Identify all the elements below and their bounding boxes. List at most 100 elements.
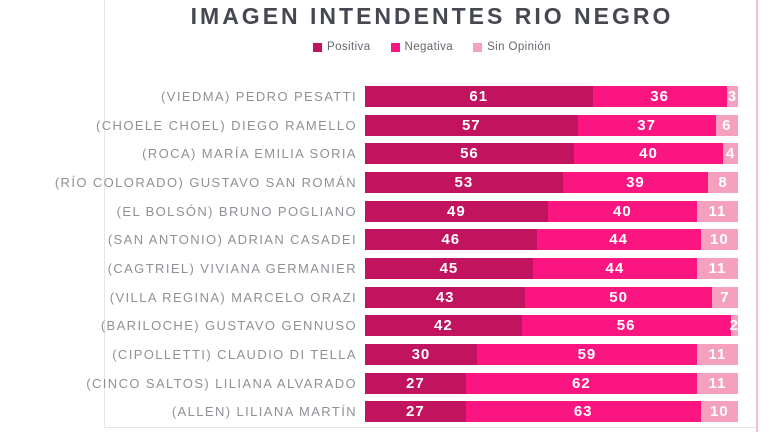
bar-segment-sin-opinion: 11: [696, 372, 738, 394]
bar-segment-negativa: 37: [577, 114, 716, 136]
bar-row: (CIPOLLETTI) CLAUDIO DI TELLA 30 59 11: [0, 340, 770, 369]
bar-segment-positiva: 45: [365, 257, 533, 279]
segment-value: 10: [709, 403, 729, 421]
stacked-bar: 53 39 8: [365, 171, 738, 193]
legend-item: Sin Opinión: [473, 41, 551, 53]
stacked-bar: 61 36 3: [365, 85, 738, 107]
segment-value: 44: [609, 231, 628, 249]
segment-value: 62: [571, 374, 591, 392]
bar-row: (ROCA) MARÍA EMILIA SORIA 56 40 4: [0, 139, 770, 168]
bar-segment-sin-opinion: 8: [708, 171, 738, 193]
bar-segment-positiva: 42: [365, 315, 522, 337]
category-label: (VIEDMA) PEDRO PESATTI: [161, 88, 357, 104]
bar-row: (RÍO COLORADO) GUSTAVO SAN ROMÁN 53 39 8: [0, 168, 770, 197]
category-label: (EL BOLSÓN) BRUNO POGLIANO: [116, 203, 357, 219]
chart-frame-left-line: [104, 0, 105, 427]
bar-row: (CAGTRIEL) VIVIANA GERMANIER 45 44 11: [0, 254, 770, 283]
bar-segment-positiva: 56: [365, 143, 574, 165]
stacked-bar: 30 59 11: [365, 344, 738, 366]
bar-segment-sin-opinion: 11: [696, 200, 738, 222]
bar-segment-positiva: 53: [365, 171, 563, 193]
legend-item: Positiva: [313, 41, 370, 53]
segment-value: 36: [650, 87, 669, 105]
bar-row: (VILLA REGINA) MARCELO ORAZI 43 50 7: [0, 283, 770, 312]
bar-segment-positiva: 57: [365, 114, 578, 136]
chart-title: IMAGEN INTENDENTES RIO NEGRO: [190, 3, 674, 29]
segment-value: 37: [637, 116, 656, 134]
segment-value: 53: [454, 173, 474, 191]
category-label: (CHOELE CHOEL) DIEGO RAMELLO: [96, 117, 357, 133]
legend-label: Negativa: [404, 41, 454, 53]
bar-segment-negativa: 56: [521, 315, 731, 337]
segment-value: 46: [441, 231, 461, 249]
segment-value: 40: [639, 145, 658, 163]
category-label: (VILLA REGINA) MARCELO ORAZI: [109, 289, 357, 305]
stacked-bar: 27 62 11: [365, 372, 738, 394]
bar-segment-sin-opinion: 2: [729, 315, 739, 337]
bar-row: (EL BOLSÓN) BRUNO POGLIANO 49 40 11: [0, 197, 770, 226]
bar-segment-positiva: 43: [365, 286, 526, 308]
category-label: (RÍO COLORADO) GUSTAVO SAN ROMÁN: [54, 174, 357, 190]
bar-segment-sin-opinion: 11: [696, 344, 738, 366]
segment-value: 45: [439, 259, 459, 277]
bar-segment-negativa: 59: [476, 344, 697, 366]
segment-value: 27: [406, 374, 425, 392]
bar-row: (CINCO SALTOS) LILIANA ALVARADO 27 62 11: [0, 369, 770, 398]
bar-rows-container: (VIEDMA) PEDRO PESATTI 61 36 3 (CHOELE CHO…: [0, 82, 770, 426]
segment-value: 30: [411, 346, 431, 364]
segment-value: 43: [435, 288, 455, 306]
segment-value: 44: [605, 259, 625, 277]
segment-value: 63: [573, 403, 593, 421]
bar-segment-positiva: 30: [365, 344, 477, 366]
legend-item: Negativa: [390, 41, 454, 53]
legend-swatch-icon: [473, 42, 483, 52]
stacked-bar: 27 63 10: [365, 401, 738, 423]
bar-row: (SAN ANTONIO) ADRIAN CASADEI 46 44 10: [0, 225, 770, 254]
bar-segment-positiva: 61: [365, 85, 593, 107]
bar-segment-negativa: 39: [562, 171, 709, 193]
stacked-bar: 57 37 6: [365, 114, 738, 136]
segment-value: 8: [718, 173, 728, 191]
segment-value: 7: [720, 288, 730, 306]
bar-segment-sin-opinion: 10: [700, 401, 738, 423]
bar-segment-positiva: 49: [365, 200, 548, 222]
legend-label: Sin Opinión: [487, 41, 551, 53]
category-label: (CAGTRIEL) VIVIANA GERMANIER: [107, 260, 357, 276]
segment-value: 11: [708, 259, 727, 277]
category-label: (ROCA) MARÍA EMILIA SORIA: [142, 146, 357, 162]
segment-value: 2: [729, 317, 739, 335]
category-label: (ALLEN) LILIANA MARTÍN: [171, 404, 357, 420]
bar-segment-sin-opinion: 3: [726, 85, 738, 107]
category-label: (CIPOLLETTI) CLAUDIO DI TELLA: [112, 347, 357, 363]
bar-segment-sin-opinion: 10: [700, 229, 738, 251]
category-label: (SAN ANTONIO) ADRIAN CASADEI: [107, 232, 357, 248]
bar-segment-sin-opinion: 6: [715, 114, 738, 136]
segment-value: 4: [725, 145, 736, 163]
legend-swatch-icon: [390, 42, 400, 52]
segment-value: 42: [433, 317, 453, 335]
bar-segment-negativa: 36: [592, 85, 727, 107]
stacked-bar: 42 56 2: [365, 315, 739, 337]
segment-value: 11: [708, 374, 727, 392]
bar-row: (VIEDMA) PEDRO PESATTI 61 36 3: [0, 82, 770, 111]
bar-row: (ALLEN) LILIANA MARTÍN 27 63 10: [0, 398, 770, 427]
stacked-bar: 49 40 11: [365, 200, 738, 222]
category-label: (CINCO SALTOS) LILIANA ALVARADO: [86, 375, 357, 391]
segment-value: 61: [469, 87, 489, 105]
bar-segment-positiva: 46: [365, 229, 537, 251]
segment-value: 40: [613, 202, 632, 220]
bar-row: (CHOELE CHOEL) DIEGO RAMELLO 57 37 6: [0, 111, 770, 140]
segment-value: 3: [727, 87, 738, 105]
legend-swatch-icon: [313, 42, 323, 52]
segment-value: 56: [616, 317, 636, 335]
stacked-bar: 43 50 7: [365, 286, 738, 308]
segment-value: 50: [609, 288, 628, 306]
bar-segment-negativa: 40: [573, 143, 724, 165]
bar-segment-negativa: 44: [532, 257, 697, 279]
segment-value: 56: [460, 145, 479, 163]
bar-segment-sin-opinion: 7: [711, 286, 738, 308]
bar-segment-positiva: 27: [365, 372, 466, 394]
chart-legend: Positiva Negativa Sin Opinión: [110, 41, 754, 53]
chart-frame-bottom-line: [104, 427, 758, 428]
bar-segment-positiva: 27: [365, 401, 466, 423]
